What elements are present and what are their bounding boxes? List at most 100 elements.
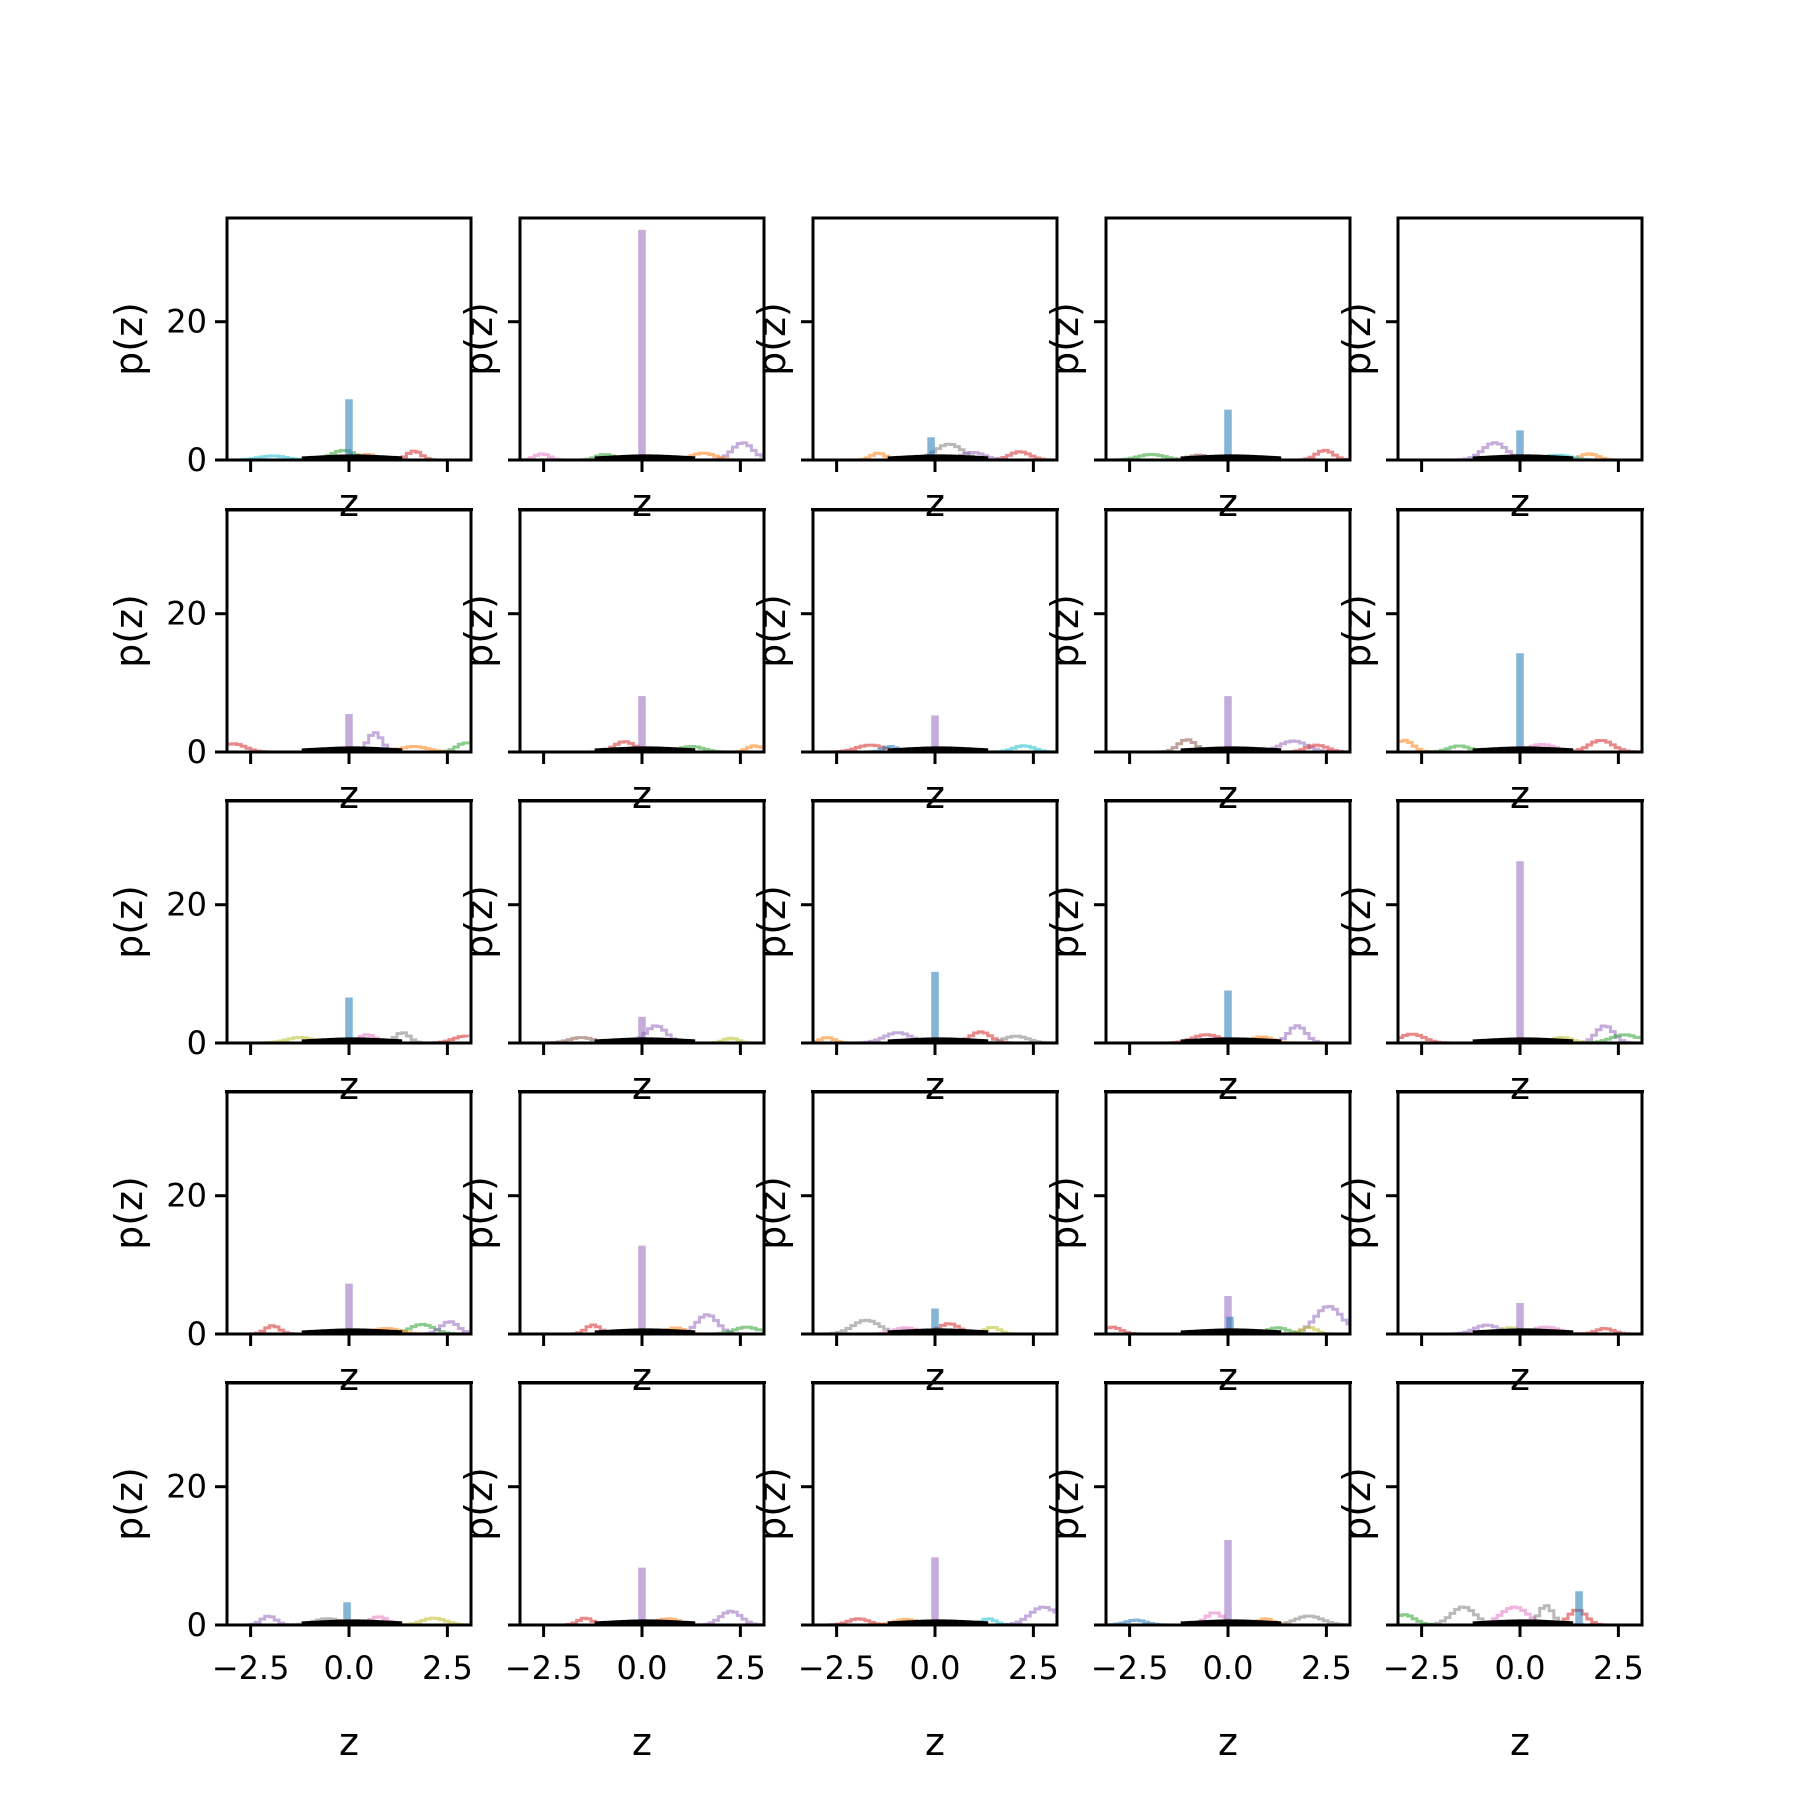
pdf-line-olive bbox=[1106, 1325, 1347, 1334]
prior-curve bbox=[1180, 746, 1282, 752]
y-axis-label: p(z) bbox=[107, 302, 151, 376]
prior-curve bbox=[1180, 454, 1282, 460]
x-tick-label: 2.5 bbox=[715, 1649, 766, 1687]
prior-curve bbox=[594, 1037, 696, 1043]
prior-curve bbox=[594, 454, 696, 460]
x-axis-label: z bbox=[1510, 1355, 1530, 1399]
pdf-spike-blue bbox=[1515, 430, 1525, 460]
plot-area bbox=[520, 1016, 761, 1043]
panel-5-4: −2.5 0.0 2.5 z p(z) bbox=[1043, 1381, 1352, 1764]
panel-5-5: −2.5 0.0 2.5 z p(z) bbox=[1335, 1381, 1644, 1764]
prior-curve bbox=[1472, 1619, 1574, 1625]
prior-curve bbox=[1472, 1328, 1574, 1334]
panel-2-1: 0 20 z p(z) bbox=[107, 508, 473, 817]
x-axis-label: z bbox=[1218, 1064, 1238, 1108]
pdf-spike-purple bbox=[1223, 1296, 1233, 1334]
x-axis-label: z bbox=[632, 481, 652, 525]
y-axis-label: p(z) bbox=[1043, 594, 1087, 668]
y-tick-label: 0 bbox=[187, 1024, 207, 1062]
y-axis-label: p(z) bbox=[107, 594, 151, 668]
pdf-spike-blue bbox=[1223, 990, 1233, 1043]
plot-area bbox=[227, 997, 470, 1043]
y-axis-label: p(z) bbox=[107, 1467, 151, 1541]
pdf-spike-blue bbox=[1223, 409, 1233, 460]
x-axis-label: z bbox=[1510, 1064, 1530, 1108]
pdf-spike-blue bbox=[930, 971, 940, 1043]
pdf-line-red bbox=[227, 1034, 470, 1043]
y-axis-label: p(z) bbox=[750, 885, 794, 959]
pdf-line-red bbox=[1398, 1327, 1641, 1334]
panel-2-3: z p(z) bbox=[750, 508, 1059, 817]
pdf-spike-blue bbox=[1515, 653, 1525, 752]
x-axis-label: z bbox=[632, 773, 652, 817]
plot-area bbox=[1398, 1591, 1639, 1625]
y-tick-label: 0 bbox=[187, 1315, 207, 1353]
y-axis-label: p(z) bbox=[1043, 885, 1087, 959]
plot-area bbox=[813, 715, 1056, 752]
y-axis-label: p(z) bbox=[457, 594, 501, 668]
panel-1-5: z p(z) bbox=[1335, 216, 1644, 525]
y-axis-label: p(z) bbox=[457, 885, 501, 959]
pdf-line-red bbox=[1106, 743, 1349, 752]
pdf-spike-blue bbox=[344, 997, 354, 1043]
panel-4-5: z p(z) bbox=[1335, 1090, 1644, 1399]
y-tick-label: 20 bbox=[166, 1468, 207, 1506]
y-axis-label: p(z) bbox=[1335, 885, 1379, 959]
pdf-spike-blue bbox=[926, 437, 936, 460]
y-axis-label: p(z) bbox=[457, 1176, 501, 1250]
pdf-spike-blue bbox=[344, 399, 354, 460]
pdf-spike-blue bbox=[342, 1602, 352, 1625]
y-axis-label: p(z) bbox=[1335, 1176, 1379, 1250]
x-axis-label: z bbox=[1510, 1720, 1530, 1764]
axes-frame bbox=[225, 1381, 473, 1627]
panel-5-1: −2.5 0.0 2.5 0 20 z p(z) bbox=[107, 1381, 473, 1764]
panel-1-3: z p(z) bbox=[750, 216, 1059, 525]
prior-curve bbox=[301, 746, 403, 752]
y-axis-label: p(z) bbox=[1043, 1467, 1087, 1541]
prior-curve bbox=[887, 1037, 989, 1043]
panel-4-3: z p(z) bbox=[750, 1090, 1059, 1399]
plot-area bbox=[227, 1602, 470, 1625]
pdf-line-pink bbox=[1106, 1611, 1347, 1625]
x-axis-label: z bbox=[1218, 1720, 1238, 1764]
panel-5-3: −2.5 0.0 2.5 z p(z) bbox=[750, 1381, 1059, 1764]
plot-area bbox=[1106, 1540, 1349, 1625]
axes-frame bbox=[1396, 1381, 1644, 1627]
prior-curve bbox=[1180, 1328, 1282, 1334]
prior-curve bbox=[301, 454, 403, 460]
x-tick-label: 2.5 bbox=[422, 1649, 473, 1687]
x-axis-label: z bbox=[925, 481, 945, 525]
pdf-line-purple bbox=[1106, 1305, 1349, 1334]
pdf-spike-purple bbox=[637, 1245, 647, 1334]
pdf-line-red bbox=[520, 740, 761, 752]
plot-area bbox=[227, 714, 470, 752]
y-axis-label: p(z) bbox=[107, 885, 151, 959]
pdf-line-purple bbox=[1398, 1024, 1641, 1043]
x-axis-label: z bbox=[339, 1720, 359, 1764]
pdf-spike-purple bbox=[930, 715, 940, 752]
plot-area bbox=[1106, 696, 1349, 752]
plot-area bbox=[813, 437, 1056, 460]
pdf-line-olive bbox=[1398, 1326, 1639, 1334]
y-axis-label: p(z) bbox=[750, 1176, 794, 1250]
axes-frame bbox=[811, 1090, 1059, 1336]
axes-frame bbox=[1396, 1090, 1644, 1336]
y-axis-label: p(z) bbox=[750, 594, 794, 668]
y-axis-label: p(z) bbox=[1335, 594, 1379, 668]
pdf-line-cyan bbox=[813, 744, 1056, 752]
prior-curve bbox=[1180, 1619, 1282, 1625]
panel-3-1: 0 20 z p(z) bbox=[107, 799, 473, 1108]
pdf-spike-purple bbox=[930, 1557, 940, 1625]
prior-curve bbox=[1472, 1037, 1574, 1043]
prior-curve bbox=[594, 1619, 696, 1625]
x-axis-label: z bbox=[1510, 773, 1530, 817]
y-axis-label: p(z) bbox=[1043, 302, 1087, 376]
pdf-line-purple bbox=[520, 1024, 761, 1043]
panel-4-2: z p(z) bbox=[457, 1090, 766, 1399]
pdf-spike-purple bbox=[344, 714, 354, 752]
pdf-spike-purple bbox=[1515, 1302, 1525, 1334]
panel-3-2: z p(z) bbox=[457, 799, 766, 1108]
x-axis-label: z bbox=[632, 1720, 652, 1764]
prior-curve bbox=[887, 746, 989, 752]
